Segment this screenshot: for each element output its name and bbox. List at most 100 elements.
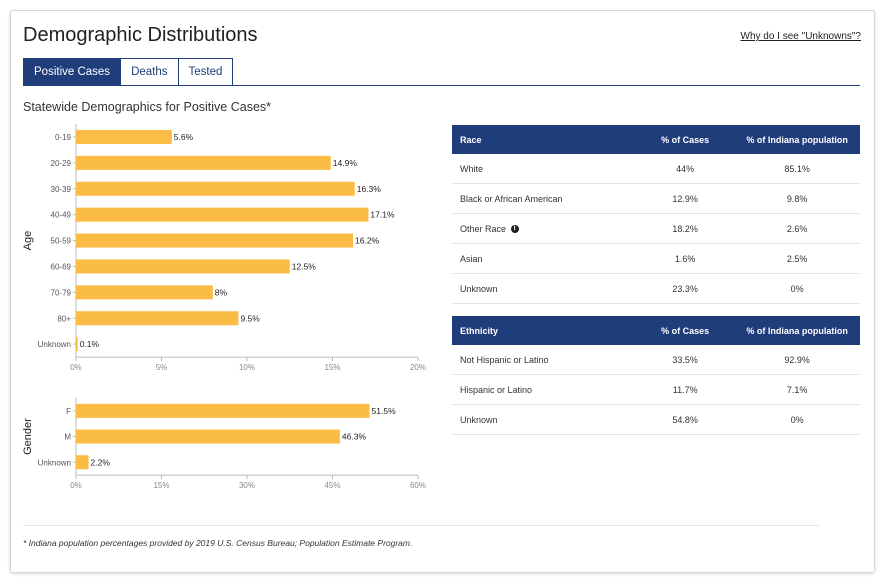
x-tick-label: 10% <box>239 363 255 372</box>
footer-divider <box>23 525 819 526</box>
category-label: 70-79 <box>51 288 72 297</box>
column-header-ethnicity: Ethnicity <box>452 316 637 345</box>
y-axis-label: Age <box>22 231 34 251</box>
bar <box>76 181 355 196</box>
tab-deaths[interactable]: Deaths <box>121 58 179 86</box>
bar <box>76 259 290 274</box>
x-tick-label: 15% <box>324 363 340 372</box>
data-label: 12.5% <box>292 261 317 271</box>
category-label: Unknown <box>38 458 71 467</box>
bar <box>76 337 78 352</box>
ethnicity-cases: 11.7% <box>636 374 735 405</box>
bar <box>76 455 89 470</box>
ethnicity-cases: 54.8% <box>636 404 735 435</box>
bar <box>76 233 354 248</box>
category-label: M <box>64 433 71 442</box>
column-header-cases: % of Cases <box>636 125 735 154</box>
data-label: 17.1% <box>370 210 395 220</box>
table-header-row: Race % of Cases % of Indiana population <box>452 125 860 154</box>
ethnicity-cases: 33.5% <box>636 345 735 375</box>
info-icon[interactable]: i <box>510 225 519 234</box>
y-axis-label: Gender <box>22 418 34 455</box>
bar <box>76 429 340 444</box>
race-population: 0% <box>734 273 860 304</box>
table-row: Not Hispanic or Latino 33.5% 92.9% <box>452 345 860 375</box>
bar <box>76 311 239 326</box>
bar <box>76 207 369 222</box>
tab-tested[interactable]: Tested <box>178 58 234 86</box>
race-cases: 12.9% <box>636 183 735 214</box>
category-label: 40-49 <box>51 211 72 220</box>
column-header-cases: % of Cases <box>636 316 735 345</box>
table-header-row: Ethnicity % of Cases % of Indiana popula… <box>452 316 860 345</box>
x-tick-label: 5% <box>156 363 168 372</box>
why-unknowns-link[interactable]: Why do I see "Unknowns"? <box>740 31 862 42</box>
x-tick-label: 45% <box>324 481 340 490</box>
bar <box>76 285 213 300</box>
ethnicity-population: 0% <box>734 404 860 435</box>
table-row: Black or African American 12.9% 9.8% <box>452 183 860 214</box>
data-label: 8% <box>215 287 228 297</box>
race-cases: 23.3% <box>636 273 735 304</box>
race-population: 85.1% <box>734 154 860 184</box>
data-label: 2.2% <box>91 457 111 467</box>
category-label: 30-39 <box>51 185 72 194</box>
data-label: 16.2% <box>355 236 380 246</box>
race-label-cell: Other Race i <box>452 213 637 244</box>
race-label: Unknown <box>452 273 637 304</box>
bar <box>76 403 370 418</box>
race-cases: 1.6% <box>636 243 735 274</box>
bar <box>76 129 172 144</box>
gender-bar-chart: Gender 0% 15% 30% 45% 60% F 51.5% M 46.3% Unknown 2… <box>22 398 426 490</box>
x-tick-label: 0% <box>70 481 82 490</box>
ethnicity-population: 92.9% <box>734 345 860 375</box>
table-row: Unknown 23.3% 0% <box>452 273 860 304</box>
race-population: 2.5% <box>734 243 860 274</box>
data-label: 9.5% <box>240 313 260 323</box>
column-header-population: % of Indiana population <box>734 125 860 154</box>
data-label: 14.9% <box>333 158 358 168</box>
data-label: 16.3% <box>357 184 382 194</box>
race-population: 2.6% <box>734 213 860 244</box>
category-label: 80+ <box>57 314 71 323</box>
ethnicity-population: 7.1% <box>734 374 860 405</box>
race-cases: 44% <box>636 154 735 184</box>
x-tick-label: 30% <box>239 481 255 490</box>
column-header-race: Race <box>452 125 637 154</box>
page-title: Demographic Distributions <box>23 24 258 46</box>
x-tick-label: 20% <box>410 363 426 372</box>
category-label: Unknown <box>38 340 71 349</box>
tab-bar: Positive Cases Deaths Tested <box>23 58 234 86</box>
x-tick-label: 60% <box>410 481 426 490</box>
section-subtitle: Statewide Demographics for Positive Case… <box>23 100 272 114</box>
category-label: 60-69 <box>51 262 72 271</box>
category-label: F <box>66 407 71 416</box>
age-bar-chart: Age 0% 5% 10% 15% 20% 0-19 5.6% 20-29 14.9% 30-39 1… <box>22 124 426 372</box>
bar <box>76 155 331 170</box>
table-row: Hispanic or Latino 11.7% 7.1% <box>452 374 860 405</box>
data-label: 0.1% <box>80 339 100 349</box>
column-header-population: % of Indiana population <box>734 316 860 345</box>
data-label: 5.6% <box>174 132 194 142</box>
race-table: Race % of Cases % of Indiana population … <box>452 125 860 304</box>
table-row: Asian 1.6% 2.5% <box>452 243 860 274</box>
table-row: White 44% 85.1% <box>452 154 860 184</box>
category-label: 0-19 <box>55 133 72 142</box>
footnote: * Indiana population percentages provide… <box>23 538 413 548</box>
ethnicity-table: Ethnicity % of Cases % of Indiana popula… <box>452 316 860 435</box>
ethnicity-label: Not Hispanic or Latino <box>452 345 637 375</box>
data-label: 46.3% <box>342 432 367 442</box>
category-label: 20-29 <box>51 159 72 168</box>
category-label: 50-59 <box>51 237 72 246</box>
tab-positive-cases[interactable]: Positive Cases <box>23 58 122 86</box>
race-label: Black or African American <box>452 183 637 214</box>
table-row: Other Race i 18.2% 2.6% <box>452 213 860 244</box>
race-label: Asian <box>452 243 637 274</box>
ethnicity-label: Unknown <box>452 404 637 435</box>
data-label: 51.5% <box>372 406 397 416</box>
tab-underline <box>23 85 860 86</box>
table-row: Unknown 54.8% 0% <box>452 404 860 435</box>
x-tick-label: 15% <box>153 481 169 490</box>
ethnicity-label: Hispanic or Latino <box>452 374 637 405</box>
x-tick-label: 0% <box>70 363 82 372</box>
